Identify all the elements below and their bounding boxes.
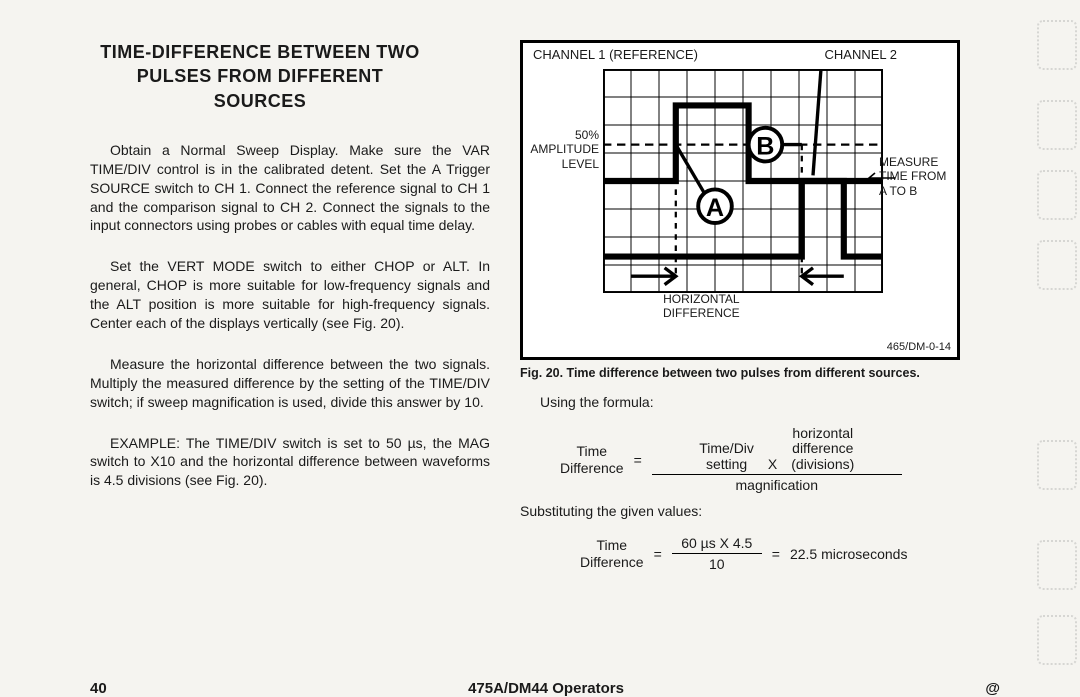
svg-text:B: B bbox=[756, 132, 774, 160]
paragraph-2: Set the VERT MODE switch to either CHOP … bbox=[90, 257, 490, 333]
page-footer: 40 475A/DM44 Operators @ bbox=[90, 680, 1000, 697]
formula-substituted: Time Difference = 60 µs X 4.5 10 = 22.5 … bbox=[580, 535, 1020, 572]
figure-caption: Fig. 20. Time difference between two pul… bbox=[520, 366, 960, 380]
using-formula-label: Using the formula: bbox=[520, 394, 1020, 410]
paragraph-4: EXAMPLE: The TIME/DIV switch is set to 5… bbox=[90, 434, 490, 491]
arrow-measure bbox=[865, 170, 895, 186]
formula-general: Time Difference = Time/Div setting X hor… bbox=[560, 426, 1020, 493]
binder-punch-marks bbox=[1020, 0, 1080, 697]
substituting-label: Substituting the given values: bbox=[520, 503, 1020, 519]
paragraph-3: Measure the horizontal difference betwee… bbox=[90, 355, 490, 412]
svg-text:A: A bbox=[706, 194, 724, 222]
footer-mark: @ bbox=[985, 680, 1000, 697]
label-amplitude: 50% AMPLITUDE LEVEL bbox=[527, 128, 599, 171]
scope-display: A B bbox=[603, 69, 883, 293]
doc-title: 475A/DM44 Operators bbox=[468, 680, 624, 697]
paragraph-1: Obtain a Normal Sweep Display. Make sure… bbox=[90, 141, 490, 235]
figure-code: 465/DM-0-14 bbox=[887, 341, 951, 353]
figure-20: CHANNEL 1 (REFERENCE) CHANNEL 2 bbox=[520, 40, 960, 360]
page-number: 40 bbox=[90, 680, 107, 697]
section-title: TIME-DIFFERENCE BETWEEN TWO PULSES FROM … bbox=[90, 40, 430, 113]
label-channel1: CHANNEL 1 (REFERENCE) bbox=[533, 47, 698, 62]
label-channel2: CHANNEL 2 bbox=[825, 47, 897, 62]
label-hdiff: HORIZONTAL DIFFERENCE bbox=[663, 293, 740, 321]
